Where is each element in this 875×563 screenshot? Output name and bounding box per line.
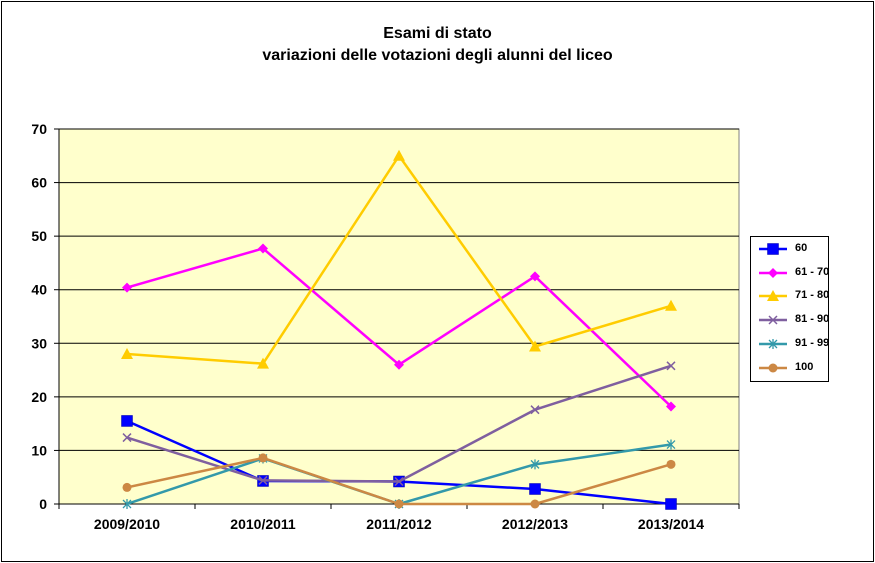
y-tick-label: 40 [31,282,47,298]
legend-swatch [759,363,787,372]
legend-item: 100 [759,360,825,376]
legend-item: 81 - 90 [759,312,829,328]
data-point [122,282,132,293]
data-point [393,149,405,161]
x-tick-label: 2010/2011 [230,516,296,532]
data-point [121,415,133,427]
legend-item: 71 - 80 [759,288,829,304]
x-tick-label: 2013/2014 [638,516,704,532]
data-point [529,483,541,495]
data-point [394,359,404,370]
x-tick-label: 2009/2010 [94,516,160,532]
data-point [394,476,404,487]
series-2 [122,243,676,412]
data-point [530,459,540,470]
data-point [666,361,676,371]
x-tick-label: 2011/2012 [366,516,432,532]
legend-swatch [759,267,787,278]
data-point [530,499,540,509]
legend: 60 61 - 70 71 - 80 81 - 90 91 - 99 100 [750,236,829,382]
legend-label: 100 [795,360,814,373]
legend-swatch [759,338,787,349]
legend-label: 91 - 99 [795,336,830,349]
y-tick-label: 60 [31,175,47,191]
legend-marker [768,267,778,278]
data-point [665,299,677,311]
data-point [122,499,132,509]
data-point [258,475,268,485]
data-point [121,348,133,359]
data-point [258,243,268,254]
y-tick-label: 20 [31,389,47,405]
data-point [530,405,540,415]
series-4 [122,361,676,487]
legend-item: 91 - 99 [759,336,829,352]
y-tick-label: 0 [39,496,47,512]
data-point [666,439,676,450]
series-6 [122,453,676,509]
x-tick-label: 2012/2013 [502,516,568,532]
y-tick-label: 50 [31,228,47,244]
chart-title: Esami di stato [383,25,492,42]
data-point [257,357,269,369]
legend-marker [767,290,779,302]
data-point [258,453,268,463]
y-tick-label: 70 [31,121,47,137]
legend-swatch [759,315,787,325]
legend-item: 60 [759,241,825,257]
series-3 [121,149,677,369]
data-point [394,499,404,509]
legend-label: 61 - 70 [795,265,830,278]
legend-label: 60 [795,242,808,254]
data-point [530,271,540,282]
legend-marker [768,363,778,372]
legend-item: 61 - 70 [759,265,829,281]
legend-swatch [759,290,787,302]
data-point [666,401,676,412]
data-point [122,482,132,492]
data-point [665,498,677,510]
data-point [122,433,132,443]
legend-swatch [759,243,787,255]
data-point [666,459,676,469]
legend-label: 71 - 80 [795,289,830,302]
legend-marker [768,338,778,349]
legend-label: 81 - 90 [795,313,830,326]
legend-marker [768,315,778,325]
y-tick-label: 30 [31,335,47,351]
chart-subtitle: variazioni delle votazioni degli alunni … [262,47,613,64]
legend-marker [767,243,779,255]
y-tick-label: 10 [31,442,47,458]
data-point [529,340,541,352]
